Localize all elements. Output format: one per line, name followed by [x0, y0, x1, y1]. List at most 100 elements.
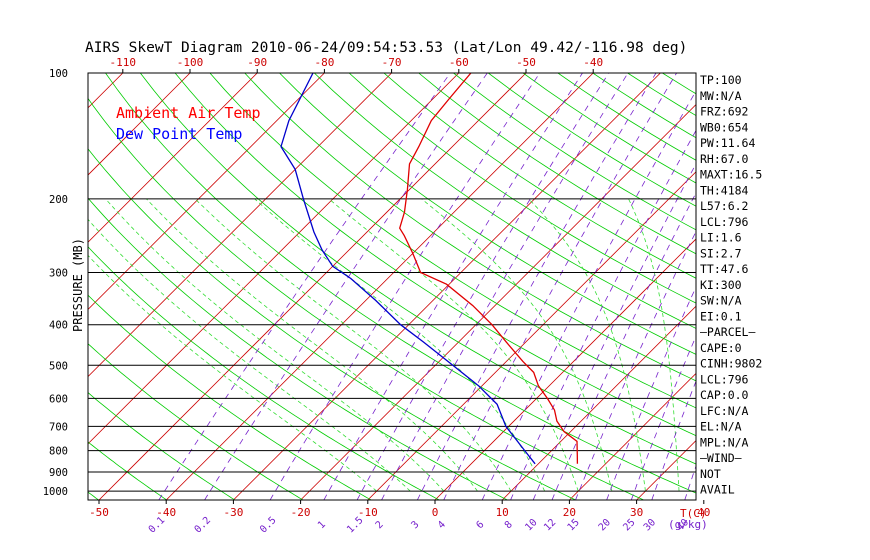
dry-adiabat-line	[836, 73, 870, 500]
mixing-ratio-line	[381, 73, 629, 500]
bottom-temp-tick-label: -10	[358, 506, 378, 519]
isotherm-line	[0, 73, 56, 500]
index-item: NOT	[700, 467, 721, 481]
dry-adiabat-line	[88, 441, 167, 500]
index-item: FRZ:692	[700, 105, 748, 119]
dry-adiabat-line	[662, 73, 696, 95]
top-temp-tick-label: -100	[177, 56, 204, 69]
dry-adiabat-line	[209, 73, 696, 409]
moist-adiabat-line	[88, 254, 377, 492]
dry-adiabat-line	[383, 73, 696, 279]
index-item: EI:0.1	[700, 309, 742, 323]
chart-title: AIRS SkewT Diagram 2010-06-24/09:54:53.5…	[85, 40, 687, 56]
isotherm-line	[233, 73, 661, 500]
index-item: TP:100	[700, 73, 742, 87]
moist-adiabat-line	[528, 198, 646, 492]
mixing-ratio-line	[416, 73, 657, 500]
dry-adiabat-line	[767, 73, 870, 500]
isotherm-line	[300, 104, 696, 500]
mixing-ratio-tick-label: 1	[316, 519, 328, 531]
index-item: CAP:0.0	[700, 388, 749, 402]
top-temp-tick-label: -50	[516, 56, 536, 69]
index-item: LCL:796	[700, 215, 749, 229]
bottom-temp-tick-label: 10	[496, 506, 509, 519]
isotherm-line	[88, 73, 460, 445]
mixing-ratio-line	[356, 73, 610, 500]
dry-adiabat-line	[418, 73, 696, 255]
pressure-tick-label: 800	[49, 446, 68, 458]
index-item: TH:4184	[700, 183, 749, 197]
index-item: MW:N/A	[700, 89, 742, 103]
dry-adiabat-line	[174, 73, 696, 437]
moist-adiabat-line	[105, 198, 445, 492]
isotherm-line	[98, 73, 527, 500]
mixing-ratio-line	[269, 73, 541, 500]
pressure-tick-label: 900	[49, 467, 68, 479]
mixing-ratio-tick-label: 0.5	[258, 515, 279, 536]
temp-unit-label: T(C)	[680, 507, 707, 520]
isotherm-line	[367, 171, 696, 500]
top-temp-tick-label: -110	[110, 56, 137, 69]
dry-adiabat-line	[279, 73, 696, 355]
mixing-ratio-line	[323, 73, 583, 500]
isotherm-line	[88, 73, 258, 243]
moist-adiabat-line	[628, 198, 680, 492]
index-item: MPL:N/A	[700, 435, 749, 449]
mixing-ratio-line	[158, 73, 451, 500]
index-item: LCL:796	[700, 372, 749, 386]
ambient-air-temp-profile	[398, 73, 579, 464]
dry-adiabat-line	[802, 73, 870, 500]
index-item: SW:N/A	[700, 294, 742, 308]
index-item: RH:67.0	[700, 152, 749, 166]
mixing-ratio-line	[551, 192, 696, 500]
index-item: WB0:654	[700, 120, 749, 134]
pressure-tick-label: 600	[49, 393, 68, 405]
index-item: SI:2.7	[700, 246, 742, 260]
mixing-ratio-line	[481, 90, 696, 500]
index-item: L57:6.2	[700, 199, 748, 213]
mixing-ratio-tick-label: 30	[642, 517, 658, 533]
index-item: KI:300	[700, 278, 742, 292]
mixing-ratio-tick-label: 10	[523, 517, 539, 533]
legend: Ambient Air Temp Dew Point Temp	[116, 104, 261, 143]
index-item: TT:47.6	[700, 262, 749, 276]
dry-adiabat-line	[522, 73, 696, 184]
bottom-temp-tick-label: -30	[223, 506, 243, 519]
mixing-ratio-tick-label: 20	[597, 517, 613, 533]
isotherm-line	[88, 73, 325, 310]
mixing-ratio-unit-label: (g/kg)	[668, 518, 708, 531]
dry-adiabat-line	[314, 73, 696, 329]
dry-adiabat-line	[244, 73, 696, 382]
index-item: —PARCEL—	[700, 325, 755, 339]
top-temp-tick-label: -90	[247, 56, 267, 69]
pressure-tick-label: 1000	[43, 486, 68, 498]
dry-adiabat-line	[88, 294, 372, 500]
dry-adiabat-line	[88, 148, 576, 500]
dry-adiabat-line	[88, 343, 304, 500]
pressure-tick-label: 700	[49, 421, 68, 433]
index-item: LFC:N/A	[700, 404, 749, 418]
bottom-temp-tick-label: -20	[291, 506, 311, 519]
mixing-ratio-tick-label: 2	[374, 519, 386, 531]
mixing-ratio-tick-label: 25	[621, 517, 637, 533]
isotherm-line	[88, 73, 124, 109]
mixing-ratio-tick-label: 6	[474, 519, 486, 531]
mixing-ratio-line	[575, 230, 696, 500]
mixing-ratio-tick-label: 15	[566, 517, 582, 533]
top-temp-tick-label: -60	[449, 56, 469, 69]
moist-adiabat-line	[746, 199, 768, 491]
dry-adiabat-line	[105, 73, 696, 494]
dry-adiabat-line	[88, 392, 236, 500]
index-item: EL:N/A	[700, 420, 742, 434]
isotherm-line	[838, 73, 870, 500]
isotherm-line	[88, 73, 392, 378]
top-temp-tick-label: -80	[314, 56, 334, 69]
index-item: PW:11.64	[700, 136, 755, 150]
top-temp-tick-label: -70	[382, 56, 402, 69]
legend-ambient-air-temp: Ambient Air Temp	[116, 104, 261, 122]
index-item: —WIND—	[700, 451, 742, 465]
pressure-tick-label: 100	[49, 68, 68, 80]
index-item: CINH:9802	[700, 357, 762, 371]
